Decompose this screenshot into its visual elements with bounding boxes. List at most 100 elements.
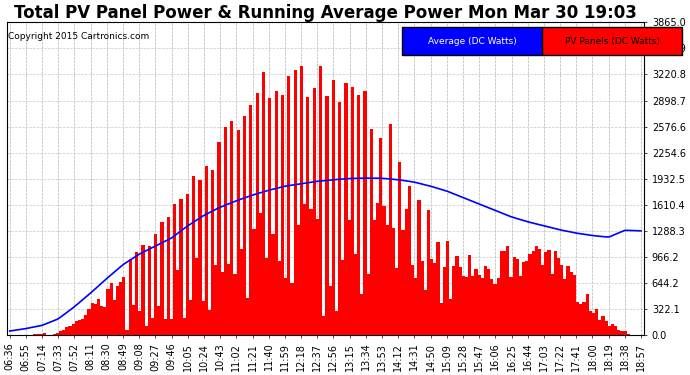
- Bar: [604, 321, 608, 335]
- Bar: [598, 320, 602, 335]
- Bar: [404, 209, 408, 335]
- FancyBboxPatch shape: [542, 27, 682, 55]
- Bar: [513, 256, 515, 335]
- Bar: [122, 277, 126, 335]
- Bar: [354, 254, 357, 335]
- Bar: [487, 268, 491, 335]
- Bar: [420, 261, 424, 335]
- Bar: [183, 318, 186, 335]
- Bar: [179, 199, 183, 335]
- Bar: [624, 331, 627, 335]
- Bar: [586, 294, 589, 335]
- Bar: [275, 91, 278, 335]
- Bar: [475, 268, 477, 335]
- Bar: [411, 264, 414, 335]
- Bar: [570, 272, 573, 335]
- Bar: [402, 230, 404, 335]
- Bar: [81, 319, 84, 335]
- Bar: [477, 274, 481, 335]
- Bar: [128, 260, 132, 335]
- Bar: [176, 270, 179, 335]
- Bar: [27, 334, 30, 335]
- Bar: [281, 95, 284, 335]
- Bar: [243, 116, 246, 335]
- Bar: [525, 261, 529, 335]
- Bar: [592, 314, 595, 335]
- Bar: [360, 294, 364, 335]
- Bar: [306, 97, 310, 335]
- Bar: [344, 82, 348, 335]
- Bar: [300, 66, 303, 335]
- Bar: [493, 284, 497, 335]
- Bar: [557, 258, 560, 335]
- Bar: [326, 96, 328, 335]
- Bar: [297, 225, 300, 335]
- Bar: [388, 124, 392, 335]
- Bar: [138, 310, 141, 335]
- Bar: [84, 315, 88, 335]
- Bar: [398, 162, 402, 335]
- Bar: [43, 333, 46, 335]
- Bar: [544, 252, 547, 335]
- Bar: [500, 251, 503, 335]
- Bar: [424, 290, 427, 335]
- Bar: [506, 246, 509, 335]
- Bar: [554, 251, 557, 335]
- Bar: [595, 309, 598, 335]
- Bar: [230, 121, 233, 335]
- Bar: [255, 93, 259, 335]
- Bar: [78, 320, 81, 335]
- Bar: [440, 303, 443, 335]
- Bar: [627, 334, 630, 335]
- Bar: [547, 250, 551, 335]
- Bar: [211, 170, 215, 335]
- Bar: [144, 326, 148, 335]
- FancyBboxPatch shape: [402, 27, 542, 55]
- Bar: [68, 326, 72, 335]
- Bar: [338, 102, 342, 335]
- Bar: [72, 324, 75, 335]
- Bar: [541, 264, 544, 335]
- Bar: [366, 274, 370, 335]
- Bar: [262, 72, 265, 335]
- Bar: [563, 279, 566, 335]
- Bar: [430, 259, 433, 335]
- Bar: [88, 309, 90, 335]
- Bar: [56, 333, 59, 335]
- Bar: [104, 307, 106, 335]
- Bar: [233, 274, 237, 335]
- Bar: [522, 262, 525, 335]
- Bar: [215, 265, 217, 335]
- Bar: [201, 301, 205, 335]
- Bar: [284, 278, 287, 335]
- Bar: [205, 166, 208, 335]
- Bar: [395, 268, 398, 335]
- Bar: [509, 278, 513, 335]
- Bar: [106, 289, 110, 335]
- Bar: [237, 130, 239, 335]
- Bar: [112, 300, 116, 335]
- Bar: [239, 249, 243, 335]
- Bar: [332, 80, 335, 335]
- Bar: [148, 246, 151, 335]
- Bar: [560, 265, 563, 335]
- Bar: [221, 272, 224, 335]
- Bar: [471, 276, 475, 335]
- Bar: [382, 206, 386, 335]
- Bar: [259, 213, 262, 335]
- Bar: [253, 229, 255, 335]
- Bar: [316, 219, 319, 335]
- Text: PV Panels (DC Watts): PV Panels (DC Watts): [565, 37, 660, 46]
- Bar: [97, 299, 100, 335]
- Text: Average (DC Watts): Average (DC Watts): [428, 37, 516, 46]
- Bar: [602, 316, 604, 335]
- Bar: [160, 222, 164, 335]
- Bar: [535, 246, 538, 335]
- Bar: [519, 276, 522, 335]
- Bar: [484, 266, 487, 335]
- Bar: [633, 334, 636, 335]
- Bar: [94, 304, 97, 335]
- Bar: [433, 263, 436, 335]
- Bar: [373, 220, 376, 335]
- Bar: [436, 242, 440, 335]
